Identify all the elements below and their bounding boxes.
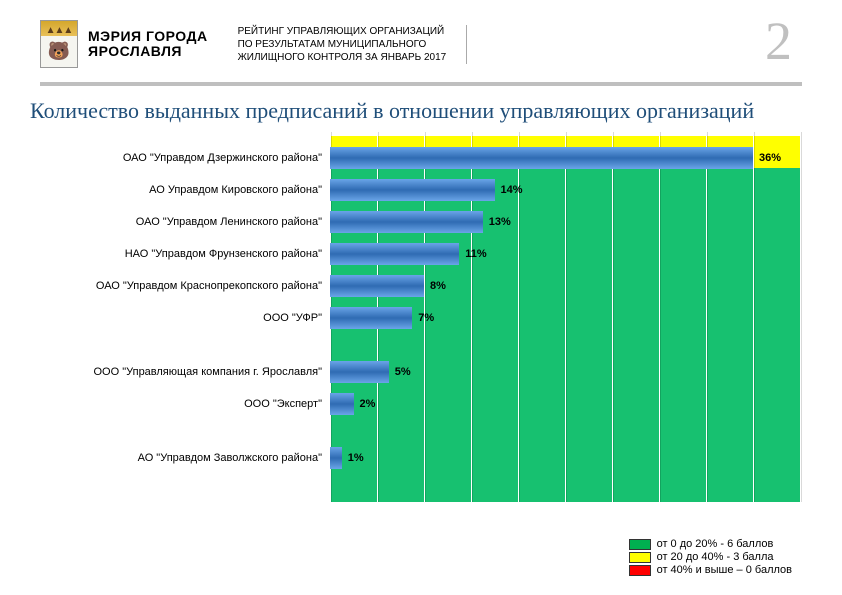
bar-value: 2% [360,398,376,410]
bar-label: ООО "Управляющая компания г. Ярославля" [40,366,330,379]
legend-item: от 0 до 20% - 6 баллов [629,538,792,550]
header: ▲▲▲ 🐻 МЭРИЯ ГОРОДА ЯРОСЛАВЛЯ РЕЙТИНГ УПР… [0,0,842,78]
legend-swatch [629,565,651,576]
legend: от 0 до 20% - 6 балловот 20 до 40% - 3 б… [629,537,792,577]
chart-title: Количество выданных предписаний в отноше… [30,98,812,124]
report-subtitle: РЕЙТИНГ УПРАВЛЯЮЩИХ ОРГАНИЗАЦИЙ ПО РЕЗУЛ… [238,25,468,64]
bar-row: ОАО "Управдом Ленинского района" 13% [40,206,800,238]
bar-label: НАО "Управдом Фрунзенского района" [40,248,330,261]
bar-row: АО "Управдом Заволжского района" 1% [40,442,800,474]
bar [330,147,753,169]
brand-line2: ЯРОСЛАВЛЯ [88,44,208,59]
bar-label: АО Управдом Кировского района" [40,184,330,197]
grid-line [800,132,801,502]
bar-label: ООО "Эксперт" [40,398,330,411]
bar-row: ООО "Эксперт" 2% [40,388,800,420]
legend-swatch [629,552,651,563]
bar [330,361,389,383]
bar-value: 36% [759,152,781,164]
bar-label: АО "Управдом Заволжского района" [40,452,330,465]
bar-row: ОАО "Управдом Дзержинского района" 36% [40,142,800,174]
subtitle-line1: РЕЙТИНГ УПРАВЛЯЮЩИХ ОРГАНИЗАЦИЙ [238,25,447,38]
bar [330,211,483,233]
bar-label: ОАО "Управдом Ленинского района" [40,216,330,229]
bar-area: 2% [330,388,800,420]
legend-text: от 0 до 20% - 6 баллов [657,538,774,550]
bar-value: 14% [501,184,523,196]
bar-area: 1% [330,442,800,474]
bar [330,393,354,415]
bar [330,243,459,265]
bar-row: ООО "Управляющая компания г. Ярославля" 5… [40,356,800,388]
bar-area: 36% [330,142,800,174]
bar-row: АО Управдом Кировского района" 14% [40,174,800,206]
bar [330,179,495,201]
brand-text: МЭРИЯ ГОРОДА ЯРОСЛАВЛЯ [88,29,208,60]
bar-value: 8% [430,280,446,292]
page-number: 2 [765,10,792,72]
bar-value: 5% [395,366,411,378]
bar-area: 13% [330,206,800,238]
legend-text: от 20 до 40% - 3 балла [657,551,774,563]
header-rule [40,82,802,86]
bar-label: ОАО "Управдом Дзержинского района" [40,152,330,165]
subtitle-line3: ЖИЛИЩНОГО КОНТРОЛЯ ЗА ЯНВАРЬ 2017 [238,51,447,64]
bar-row: ОАО "Управдом Краснопрекопского района" 8… [40,270,800,302]
bar-area: 8% [330,270,800,302]
bar-value: 11% [465,248,486,260]
bar-area: 7% [330,302,800,334]
legend-item: от 40% и выше – 0 баллов [629,564,792,576]
legend-text: от 40% и выше – 0 баллов [657,564,792,576]
legend-item: от 20 до 40% - 3 балла [629,551,792,563]
bar-value: 7% [418,312,434,324]
bar-area: 11% [330,238,800,270]
bar-area: 5% [330,356,800,388]
city-crest-logo: ▲▲▲ 🐻 [40,20,78,68]
bar [330,447,342,469]
bar-value: 1% [348,452,364,464]
bar-area: 14% [330,174,800,206]
legend-swatch [629,539,651,550]
bar [330,307,412,329]
subtitle-line2: ПО РЕЗУЛЬТАТАМ МУНИЦИПАЛЬНОГО [238,38,447,51]
bar-value: 13% [489,216,511,228]
bar-row: ООО "УФР" 7% [40,302,800,334]
bar-row: НАО "Управдом Фрунзенского района" 11% [40,238,800,270]
bar-chart: ОАО "Управдом Дзержинского района" 36% АО … [40,132,800,502]
bar [330,275,424,297]
brand-line1: МЭРИЯ ГОРОДА [88,29,208,44]
bear-icon: 🐻 [41,36,77,67]
bar-label: ОАО "Управдом Краснопрекопского района" [40,280,330,293]
bar-label: ООО "УФР" [40,312,330,325]
